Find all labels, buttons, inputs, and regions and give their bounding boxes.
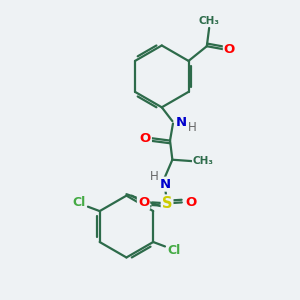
Text: Cl: Cl — [167, 244, 181, 257]
Text: CH₃: CH₃ — [199, 16, 220, 26]
Text: N: N — [176, 116, 187, 129]
Text: S: S — [162, 196, 172, 211]
Text: O: O — [185, 196, 196, 209]
Text: H: H — [150, 170, 159, 183]
Text: CH₃: CH₃ — [193, 156, 214, 166]
Text: O: O — [138, 196, 149, 209]
Text: O: O — [140, 132, 151, 145]
Text: O: O — [224, 43, 235, 56]
Text: H: H — [188, 121, 197, 134]
Text: Cl: Cl — [72, 196, 86, 209]
Text: N: N — [160, 178, 171, 191]
